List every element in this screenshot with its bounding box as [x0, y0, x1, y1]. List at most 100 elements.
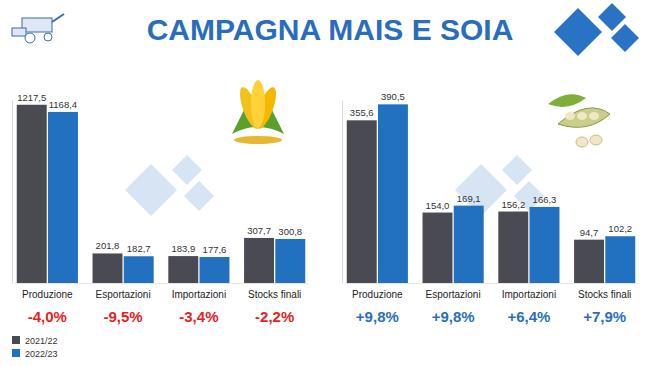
soy-icon [548, 94, 610, 147]
change-label: +9,8% [432, 308, 475, 325]
x-tick: Produzione [352, 283, 403, 300]
x-tick: Produzione [22, 283, 73, 300]
chart-title: CAMPAGNA MAIS E SOIA [147, 13, 514, 46]
data-label: 102,2 [608, 223, 632, 234]
change-label: +7,9% [583, 308, 626, 325]
bar [347, 120, 377, 283]
data-label: 300,8 [278, 226, 302, 237]
bar [605, 236, 635, 283]
x-tick: Stocks finali [248, 283, 301, 300]
x-tick-label: Produzione [352, 289, 403, 300]
bar [423, 213, 453, 283]
bar [200, 257, 230, 283]
data-label: 154,0 [426, 200, 450, 211]
logo-diamond [598, 3, 626, 31]
bar [574, 240, 604, 283]
change-label: -9,5% [104, 308, 143, 325]
x-tick: Importazioni [172, 283, 226, 300]
change-label: -3,4% [179, 308, 218, 325]
y-axis-line [342, 101, 343, 284]
x-tick: Esportazioni [96, 283, 151, 300]
bar [498, 212, 528, 283]
x-tick: Importazioni [502, 283, 556, 300]
bar [378, 104, 408, 283]
change-labels: -4,0% -9,5% -3,4% -2,2% [28, 308, 295, 325]
panel: 1217,5 201,8 183,9 307,7 1168,4 182,7 177,6 300… [13, 80, 309, 325]
y-axis [12, 101, 13, 284]
x-tick-label: Stocks finali [248, 289, 301, 300]
watermark-diamond [502, 155, 532, 185]
data-label: 94,7 [580, 227, 599, 238]
legend-label: 2022/23 [25, 349, 58, 359]
watermark-diamond [184, 181, 214, 211]
icon-part [12, 28, 26, 36]
logo [554, 3, 639, 56]
legend: 2021/22 2022/23 [12, 336, 58, 359]
change-label: +6,4% [507, 308, 550, 325]
corn-icon [232, 80, 284, 144]
x-tick: Stocks finali [578, 283, 631, 300]
logo-diamond [554, 8, 602, 56]
icon-part [44, 33, 52, 41]
bars [347, 104, 635, 283]
icon-part [25, 33, 35, 43]
data-label: 169,1 [457, 193, 481, 204]
data-label: 1168,4 [49, 99, 77, 110]
x-axis: Produzione Esportazioni Importazioni Stocks… [15, 283, 309, 300]
data-label: 156,2 [501, 199, 525, 210]
data-label: 307,7 [247, 225, 271, 236]
panel: 355,6 154,0 156,2 94,7 390,5 169,1 166,3 102,2 P… [343, 91, 639, 325]
watermark-diamond [172, 155, 202, 185]
bar [48, 112, 78, 283]
bar [530, 207, 560, 283]
data-label: 182,7 [127, 243, 151, 254]
bar [17, 105, 47, 283]
bar [275, 239, 305, 283]
data-labels: 355,6 154,0 156,2 94,7 390,5 169,1 166,3 102,2 [350, 91, 632, 237]
bar [93, 253, 123, 283]
x-axis-line [15, 283, 309, 284]
x-axis: Produzione Esportazioni Importazioni Stocks… [345, 283, 639, 300]
x-tick-label: Esportazioni [426, 289, 481, 300]
legend-entry: 2021/22 [12, 336, 58, 346]
watermark [125, 155, 214, 216]
bars [17, 105, 305, 283]
bar [168, 256, 198, 283]
icon-part [234, 136, 282, 144]
change-label: -4,0% [28, 308, 67, 325]
logo-diamond [611, 24, 639, 52]
x-tick-label: Stocks finali [578, 289, 631, 300]
chart-root: CAMPAGNA MAIS E SOIA 1217,5 201,8 183,9 307,… [0, 0, 650, 366]
data-label: 166,3 [533, 194, 557, 205]
data-labels: 1217,5 201,8 183,9 307,7 1168,4 182,7 177,6 300… [17, 92, 302, 255]
data-label: 390,5 [381, 91, 405, 102]
icon-part [52, 14, 64, 22]
data-label: 177,6 [203, 244, 227, 255]
x-tick-label: Importazioni [502, 289, 556, 300]
change-label: +9,8% [356, 308, 399, 325]
icon-part [251, 80, 265, 128]
icon-part [590, 135, 602, 145]
bar [124, 256, 154, 283]
change-labels: +9,8% +9,8% +6,4% +7,9% [356, 308, 626, 325]
icon-part [565, 112, 575, 120]
x-tick-label: Produzione [22, 289, 73, 300]
change-label: -2,2% [255, 308, 294, 325]
bar [454, 206, 484, 283]
icon-part [558, 108, 610, 127]
data-label: 355,6 [350, 107, 374, 118]
icon-part [589, 112, 599, 120]
icon-part [548, 94, 586, 107]
x-axis-line [345, 283, 639, 284]
x-tick-label: Importazioni [172, 289, 226, 300]
legend-swatch [12, 349, 20, 357]
data-label: 183,9 [171, 243, 195, 254]
legend-swatch [12, 336, 20, 344]
legend-label: 2021/22 [25, 336, 58, 346]
legend-entry: 2022/23 [12, 349, 58, 359]
watermark-diamond [125, 164, 177, 216]
data-label: 1217,5 [17, 92, 46, 103]
data-label: 201,8 [96, 240, 120, 251]
harvester-icon [12, 14, 64, 43]
y-axis-line [12, 101, 13, 284]
